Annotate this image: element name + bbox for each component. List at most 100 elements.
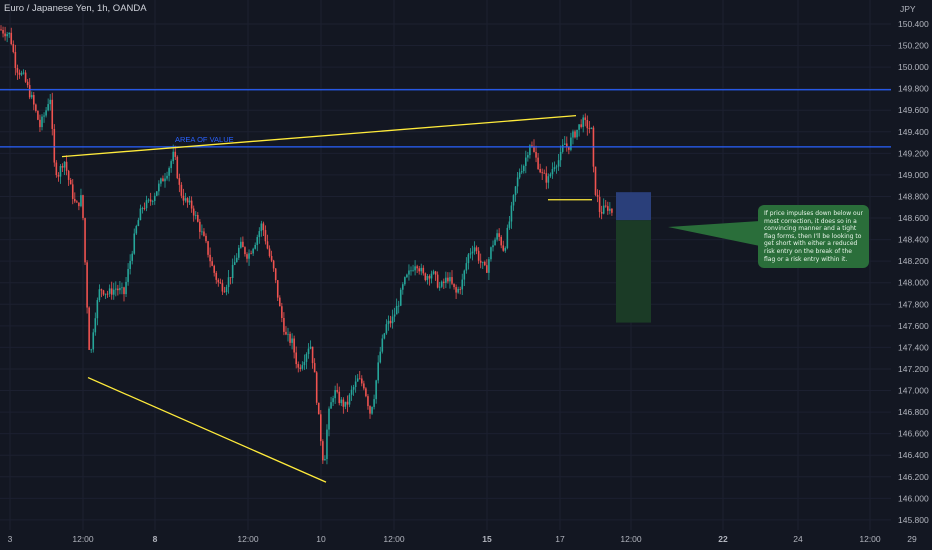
candle-up bbox=[393, 307, 396, 322]
candle-up bbox=[254, 242, 256, 250]
candle-body bbox=[12, 44, 15, 52]
candle-down bbox=[428, 274, 431, 286]
candle-up bbox=[426, 273, 429, 285]
candle-body bbox=[207, 241, 209, 255]
candle-body bbox=[463, 270, 466, 280]
candle-up bbox=[115, 281, 117, 297]
candle-body bbox=[26, 81, 29, 86]
y-tick-label: 149.400 bbox=[898, 127, 929, 137]
candle-body bbox=[69, 179, 72, 185]
candle-body bbox=[434, 271, 437, 275]
upper-wedge-line[interactable] bbox=[61, 114, 577, 158]
candle-down bbox=[543, 169, 546, 174]
candle-down bbox=[28, 78, 31, 100]
candle-up bbox=[92, 328, 95, 353]
candle-up bbox=[510, 201, 513, 229]
candle-body bbox=[377, 362, 379, 381]
candle-body bbox=[516, 177, 519, 187]
candle-down bbox=[336, 383, 338, 394]
candle-up bbox=[307, 343, 310, 359]
y-tick-label: 150.000 bbox=[898, 62, 929, 72]
candle-body bbox=[568, 146, 570, 150]
candle-body bbox=[92, 332, 95, 350]
candle-body bbox=[76, 201, 78, 203]
candle-body bbox=[115, 288, 117, 290]
candle-body bbox=[303, 361, 306, 366]
candle-body bbox=[418, 268, 420, 272]
candle-up bbox=[235, 253, 238, 263]
candle-up bbox=[609, 202, 611, 215]
candle-down bbox=[594, 166, 597, 197]
candle-body bbox=[342, 399, 345, 407]
lower-wedge-line[interactable] bbox=[87, 376, 327, 483]
candle-up bbox=[139, 204, 142, 221]
candle-down bbox=[88, 306, 90, 350]
candle-up bbox=[414, 260, 416, 276]
candle-body bbox=[539, 168, 541, 173]
candle-body bbox=[514, 186, 517, 196]
candle-up bbox=[549, 172, 552, 178]
candle-body bbox=[227, 277, 230, 288]
candle-body bbox=[151, 201, 154, 202]
idea-note[interactable]: If price impulses down below our most co… bbox=[758, 205, 869, 268]
candle-body bbox=[250, 253, 252, 255]
candle-body bbox=[238, 247, 240, 258]
candle-body bbox=[231, 264, 234, 278]
candle-body bbox=[240, 241, 242, 248]
candle-body bbox=[389, 320, 392, 324]
candle-down bbox=[484, 260, 486, 267]
candle-up bbox=[557, 154, 560, 171]
candle-down bbox=[453, 283, 455, 290]
candle-up bbox=[473, 241, 476, 255]
candle-body bbox=[582, 117, 584, 127]
candle-body bbox=[168, 168, 170, 176]
candle-down bbox=[299, 364, 302, 372]
candle-up bbox=[490, 246, 492, 262]
candle-body bbox=[223, 291, 226, 293]
stop-zone bbox=[616, 192, 651, 221]
y-tick-label: 150.400 bbox=[898, 19, 929, 29]
candle-up bbox=[168, 166, 170, 182]
candle-down bbox=[443, 278, 445, 289]
candle-up bbox=[381, 334, 384, 354]
candle-down bbox=[486, 259, 488, 274]
candle-body bbox=[307, 348, 310, 355]
candle-body bbox=[432, 271, 435, 274]
candle-body bbox=[406, 274, 408, 278]
drawings[interactable]: AREA OF VALUE bbox=[0, 89, 891, 483]
candle-body bbox=[365, 388, 367, 397]
candle-body bbox=[580, 124, 582, 127]
candle-body bbox=[281, 306, 283, 319]
candle-up bbox=[383, 332, 386, 340]
candle-body bbox=[74, 198, 76, 202]
candle-down bbox=[475, 245, 478, 255]
candle-down bbox=[229, 277, 232, 285]
candle-body bbox=[500, 236, 502, 246]
candle-body bbox=[561, 144, 564, 152]
candle-body bbox=[574, 131, 576, 138]
x-tick-label: 15 bbox=[482, 534, 492, 544]
candle-down bbox=[317, 402, 320, 415]
candle-body bbox=[170, 161, 172, 169]
candle-body bbox=[361, 378, 363, 384]
candle-up bbox=[166, 171, 168, 181]
candle-down bbox=[566, 136, 568, 152]
candle-down bbox=[592, 125, 595, 173]
candle-body bbox=[557, 160, 560, 167]
candle-down bbox=[24, 70, 27, 83]
y-tick-label: 146.800 bbox=[898, 407, 929, 417]
candle-body bbox=[229, 277, 232, 279]
candle-body bbox=[518, 172, 521, 178]
candle-body bbox=[596, 194, 599, 197]
candle-body bbox=[471, 251, 474, 254]
candle-down bbox=[279, 295, 281, 307]
candle-up bbox=[461, 273, 464, 296]
candle-up bbox=[256, 234, 259, 252]
candle-body bbox=[315, 372, 318, 403]
candle-down bbox=[199, 218, 201, 239]
candle-body bbox=[235, 257, 238, 263]
candle-up bbox=[430, 270, 433, 284]
candle-body bbox=[37, 110, 39, 120]
candle-down bbox=[455, 284, 457, 300]
